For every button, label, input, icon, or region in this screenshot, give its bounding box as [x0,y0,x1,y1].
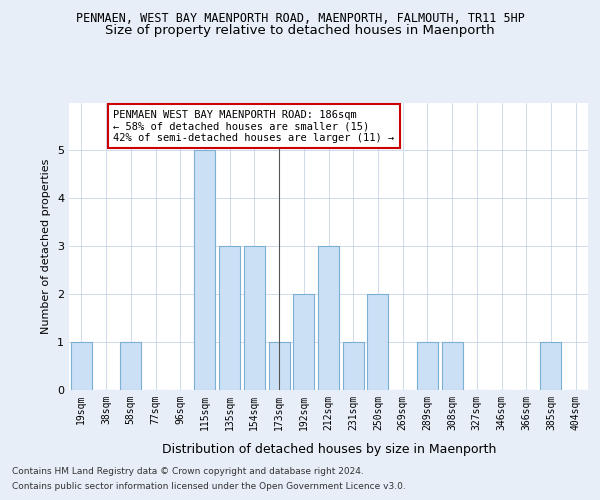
Text: PENMAEN WEST BAY MAENPORTH ROAD: 186sqm
← 58% of detached houses are smaller (15: PENMAEN WEST BAY MAENPORTH ROAD: 186sqm … [113,110,395,143]
Bar [120,342,141,390]
Bar [293,294,314,390]
Bar [417,342,438,390]
Text: Contains public sector information licensed under the Open Government Licence v3: Contains public sector information licen… [12,482,406,491]
Text: Contains HM Land Registry data © Crown copyright and database right 2024.: Contains HM Land Registry data © Crown c… [12,467,364,476]
Bar [71,342,92,390]
Bar [318,246,339,390]
Bar [219,246,240,390]
Text: PENMAEN, WEST BAY MAENPORTH ROAD, MAENPORTH, FALMOUTH, TR11 5HP: PENMAEN, WEST BAY MAENPORTH ROAD, MAENPO… [76,12,524,26]
Bar [269,342,290,390]
Bar [194,150,215,390]
Y-axis label: Number of detached properties: Number of detached properties [41,158,52,334]
Bar [343,342,364,390]
Bar [244,246,265,390]
Bar [367,294,388,390]
Bar [541,342,562,390]
Text: Distribution of detached houses by size in Maenporth: Distribution of detached houses by size … [161,442,496,456]
Bar [442,342,463,390]
Text: Size of property relative to detached houses in Maenporth: Size of property relative to detached ho… [105,24,495,37]
